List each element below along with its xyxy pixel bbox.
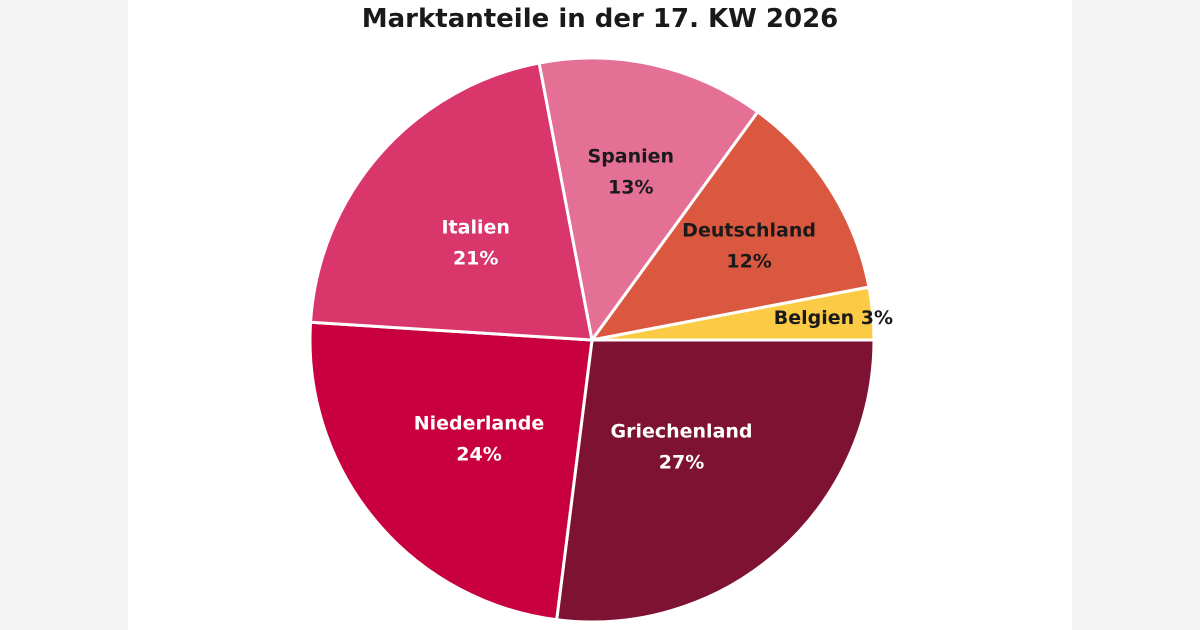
pie-slice-griechenland [555, 338, 876, 624]
pie-chart: Griechenland 27% Niederlande 24% Italien 21% S… [308, 56, 893, 624]
slice-name: Italien [441, 216, 509, 238]
slice-label-niederlande: Niederlande 24% [414, 413, 545, 466]
slice-value: 21% [453, 247, 498, 269]
slice-name: Deutschland [682, 219, 816, 241]
slice-label-spanien: Spanien 13% [588, 146, 675, 199]
slice-label-belgien: Belgien 3% [774, 307, 893, 329]
slice-value: 27% [659, 452, 704, 474]
slice-name: Niederlande [414, 413, 545, 435]
slice-value: 13% [608, 177, 653, 199]
slice-value: 12% [726, 250, 771, 272]
pie-slice-deutschland [590, 110, 871, 342]
chart-card: Marktanteile in der 17. KW 2026 Griechen… [128, 0, 1072, 630]
pie-slice-italien [309, 61, 594, 342]
pie-slice-belgien [590, 285, 876, 342]
slice-name: Spanien [588, 146, 675, 168]
pie-slice-niederlande [308, 320, 594, 622]
slice-label-deutschland: Deutschland 12% [682, 219, 816, 272]
chart-title: Marktanteile in der 17. KW 2026 [361, 4, 839, 34]
slice-label-italien: Italien 21% [441, 216, 509, 269]
pie-slice-spanien [537, 56, 760, 342]
slice-value: 24% [456, 444, 501, 466]
slice-name: Griechenland [610, 421, 752, 443]
slice-label-griechenland: Griechenland 27% [610, 421, 752, 474]
